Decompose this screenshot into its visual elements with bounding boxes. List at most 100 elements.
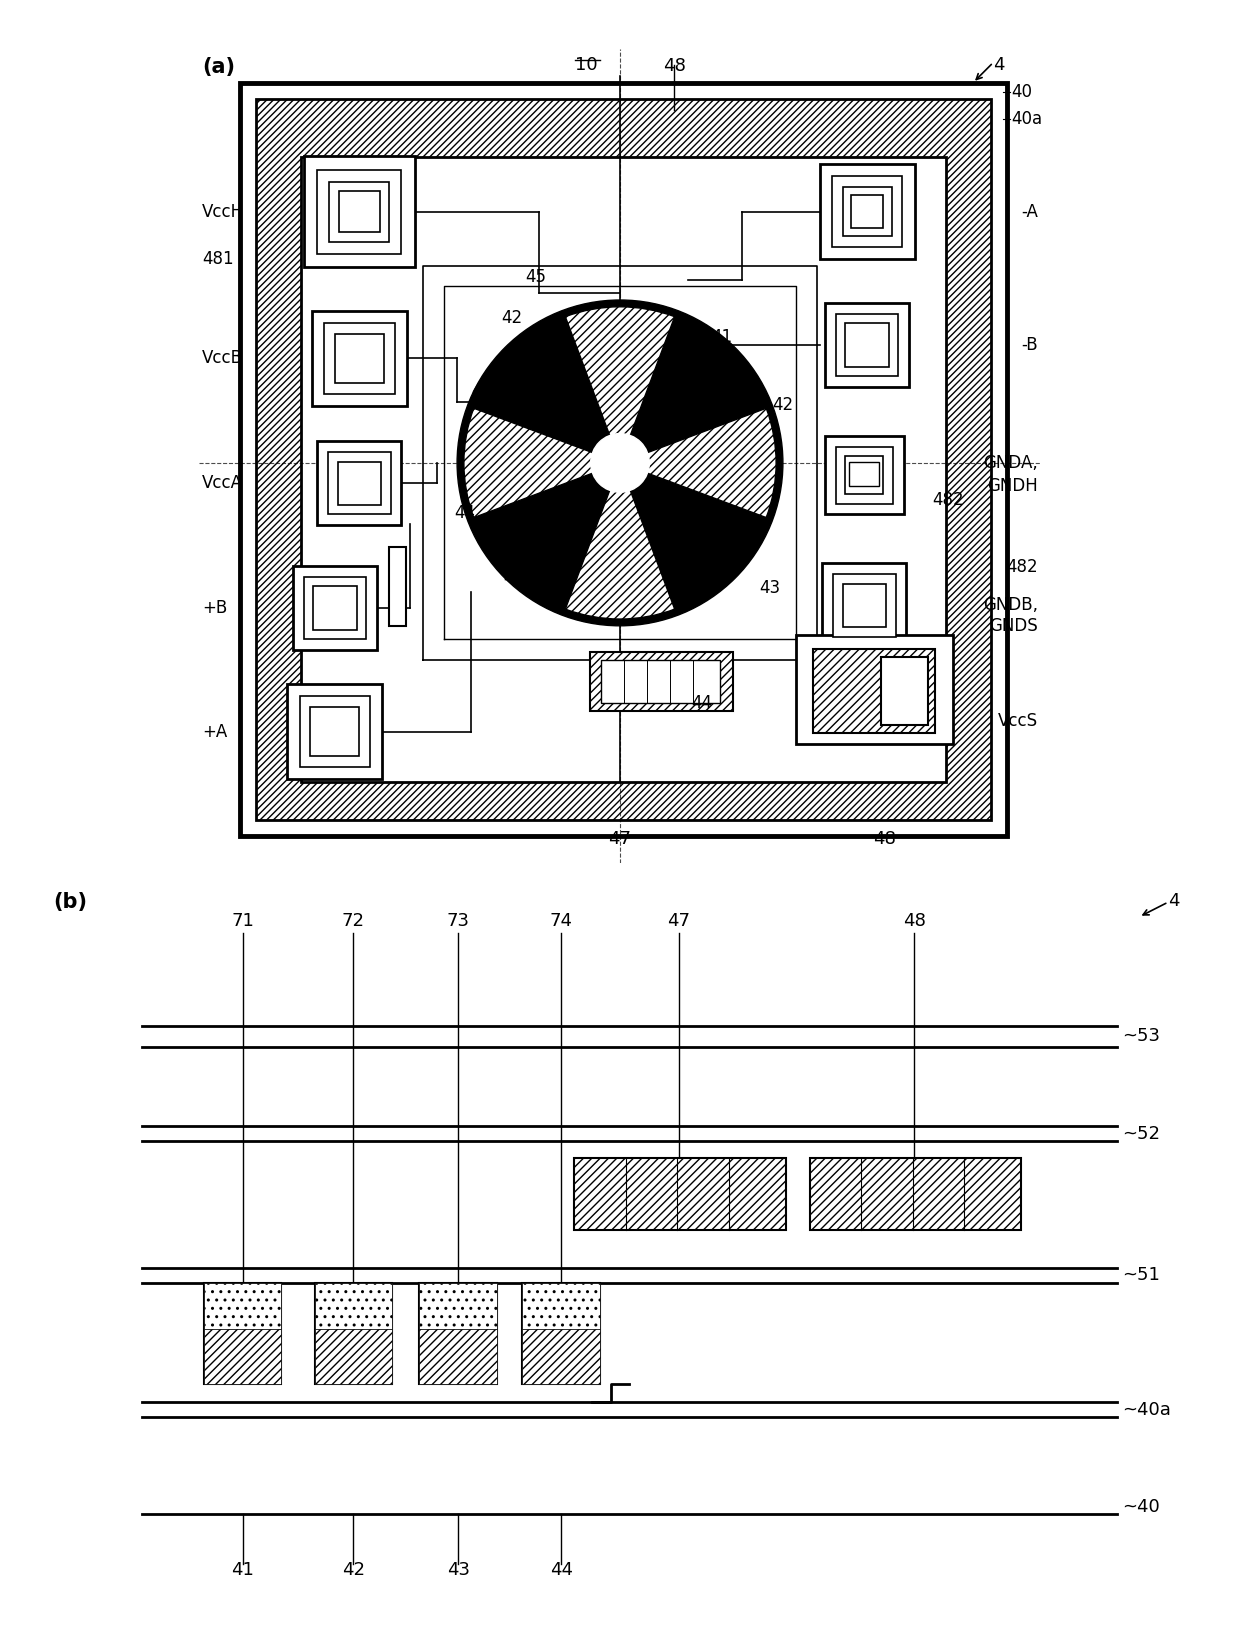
Bar bbox=[522, 1329, 600, 1385]
Bar bbox=[324, 323, 394, 394]
Bar bbox=[317, 169, 402, 254]
Text: GNDH: GNDH bbox=[987, 477, 1038, 495]
Bar bbox=[832, 176, 903, 248]
Bar bbox=[810, 1158, 1021, 1230]
Text: 43: 43 bbox=[503, 569, 525, 588]
Bar bbox=[389, 547, 405, 626]
Bar bbox=[419, 1329, 497, 1385]
Text: 482: 482 bbox=[1007, 559, 1038, 577]
Bar bbox=[419, 1284, 497, 1385]
Bar bbox=[335, 334, 384, 383]
Text: 48: 48 bbox=[903, 912, 926, 930]
Bar bbox=[822, 564, 906, 648]
Bar bbox=[851, 195, 883, 228]
Text: VccA: VccA bbox=[202, 474, 243, 492]
Text: 44: 44 bbox=[455, 503, 476, 523]
Bar bbox=[836, 314, 898, 376]
Bar bbox=[300, 697, 371, 767]
Text: -B: -B bbox=[1022, 336, 1038, 353]
Bar bbox=[314, 586, 357, 630]
Text: 72: 72 bbox=[342, 912, 365, 930]
Wedge shape bbox=[565, 306, 675, 463]
Bar bbox=[574, 1158, 786, 1230]
Bar bbox=[836, 446, 893, 503]
Bar bbox=[315, 1329, 392, 1385]
Text: 48: 48 bbox=[873, 829, 897, 849]
Bar bbox=[205, 1284, 281, 1329]
Bar bbox=[329, 453, 391, 515]
Text: GNDA,: GNDA, bbox=[983, 454, 1038, 472]
Text: 42: 42 bbox=[342, 1561, 365, 1579]
Text: 43: 43 bbox=[446, 1561, 470, 1579]
Bar bbox=[339, 192, 379, 233]
Bar bbox=[796, 635, 952, 744]
Text: 47: 47 bbox=[609, 829, 631, 849]
Bar bbox=[825, 437, 904, 515]
Bar bbox=[843, 187, 892, 236]
Text: 4: 4 bbox=[993, 55, 1004, 73]
Text: (a): (a) bbox=[202, 57, 234, 77]
Bar bbox=[843, 583, 887, 627]
Bar bbox=[419, 1284, 497, 1329]
Text: VccS: VccS bbox=[998, 712, 1038, 730]
Text: -A: -A bbox=[1022, 202, 1038, 222]
Wedge shape bbox=[620, 321, 763, 463]
Text: 45: 45 bbox=[526, 267, 547, 287]
Text: ~40: ~40 bbox=[1122, 1497, 1161, 1517]
Text: +B: +B bbox=[202, 599, 227, 617]
Text: 41: 41 bbox=[471, 381, 492, 401]
Text: VccH: VccH bbox=[202, 202, 244, 222]
Circle shape bbox=[458, 300, 782, 626]
Text: 42: 42 bbox=[501, 308, 522, 327]
Text: 42: 42 bbox=[773, 396, 794, 414]
Text: 44: 44 bbox=[691, 694, 712, 712]
Text: 73: 73 bbox=[446, 912, 470, 930]
Text: 10: 10 bbox=[575, 55, 598, 73]
Text: 47: 47 bbox=[667, 912, 691, 930]
Bar bbox=[301, 158, 946, 782]
Text: 41: 41 bbox=[232, 1561, 254, 1579]
Bar bbox=[315, 1284, 392, 1329]
Text: 43: 43 bbox=[759, 578, 780, 596]
Text: ~53: ~53 bbox=[1122, 1028, 1161, 1046]
Bar bbox=[880, 656, 929, 725]
Text: 71: 71 bbox=[232, 912, 254, 930]
Text: 4: 4 bbox=[1168, 891, 1179, 909]
Bar bbox=[833, 575, 895, 637]
Bar bbox=[601, 660, 720, 704]
Bar bbox=[812, 648, 935, 733]
Bar bbox=[820, 165, 915, 259]
Wedge shape bbox=[464, 409, 620, 518]
Bar bbox=[522, 1284, 600, 1385]
Text: ~51: ~51 bbox=[1122, 1266, 1161, 1284]
Text: 41: 41 bbox=[712, 327, 733, 345]
Text: 482: 482 bbox=[932, 490, 963, 508]
Text: 74: 74 bbox=[549, 912, 573, 930]
Text: GNDB,: GNDB, bbox=[983, 596, 1038, 614]
Text: ~40a: ~40a bbox=[1122, 1401, 1172, 1419]
Bar bbox=[849, 461, 879, 485]
Text: 48: 48 bbox=[663, 57, 686, 75]
Bar bbox=[317, 441, 402, 525]
Bar bbox=[288, 684, 382, 779]
Bar bbox=[311, 311, 407, 406]
Text: VccB: VccB bbox=[202, 349, 243, 368]
Text: +A: +A bbox=[202, 723, 227, 741]
Bar bbox=[825, 303, 909, 388]
Bar bbox=[205, 1284, 281, 1385]
Text: 40a: 40a bbox=[1011, 111, 1042, 129]
Text: 44: 44 bbox=[549, 1561, 573, 1579]
Bar bbox=[846, 456, 883, 494]
Wedge shape bbox=[620, 409, 776, 518]
Text: (b): (b) bbox=[53, 891, 87, 912]
Wedge shape bbox=[477, 321, 620, 463]
Bar bbox=[257, 99, 991, 819]
Bar bbox=[310, 707, 360, 756]
Bar bbox=[522, 1284, 600, 1329]
Bar bbox=[293, 567, 377, 650]
Bar bbox=[590, 652, 733, 712]
Bar bbox=[846, 323, 889, 367]
Bar bbox=[304, 577, 366, 640]
Bar bbox=[330, 182, 389, 241]
Text: ~52: ~52 bbox=[1122, 1124, 1161, 1142]
